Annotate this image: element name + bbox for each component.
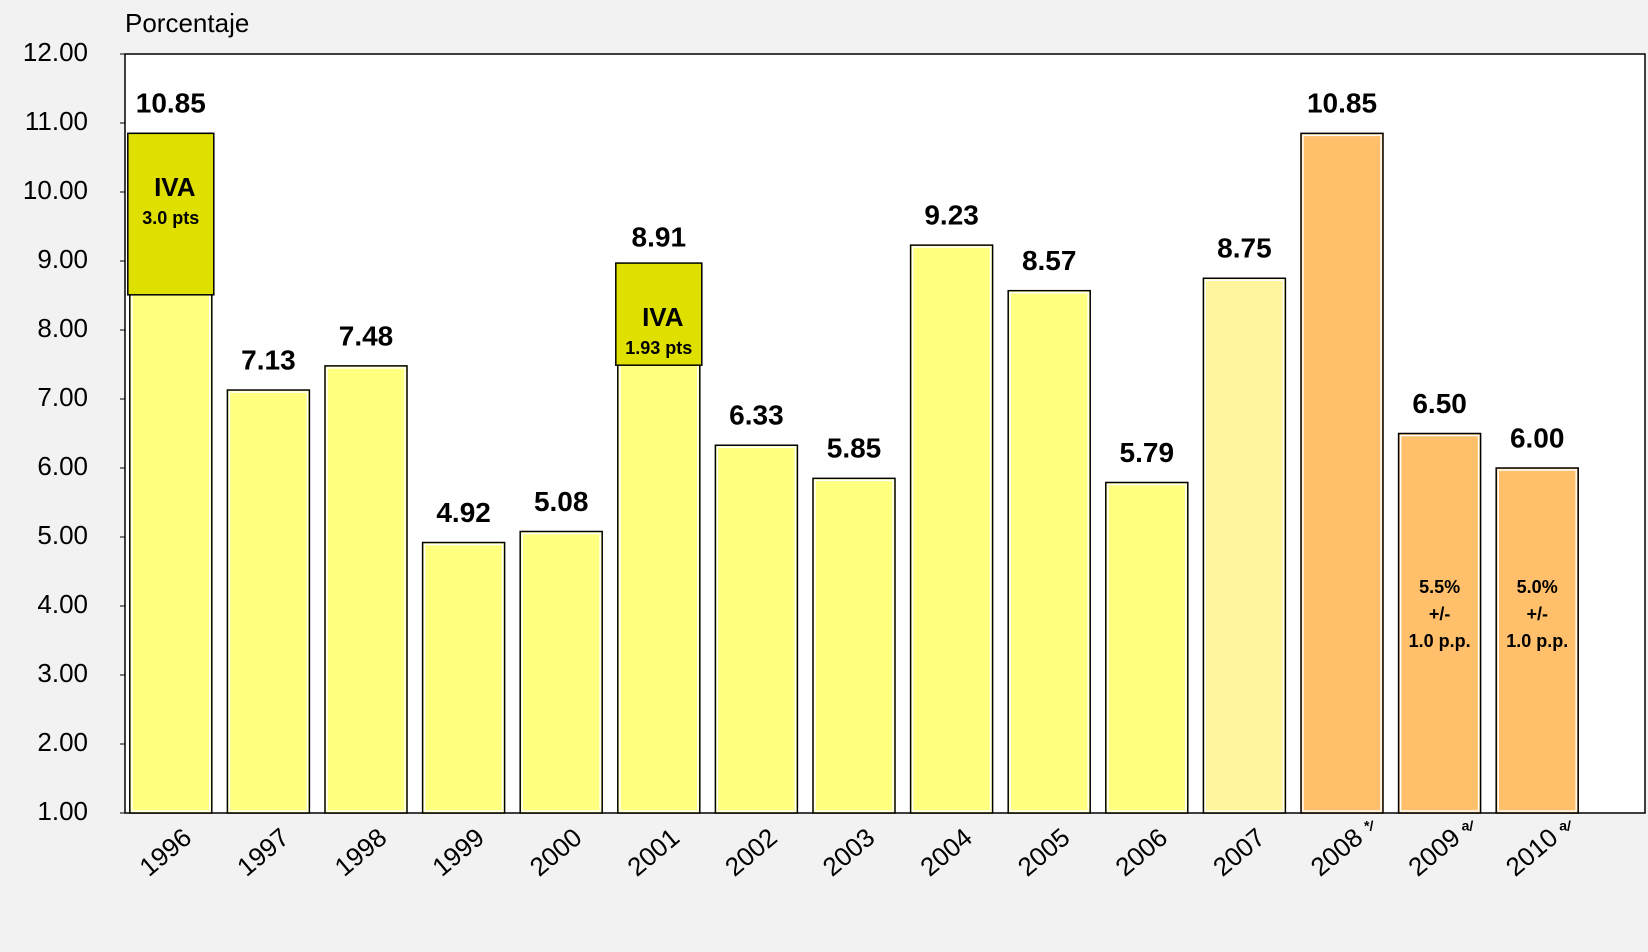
bar bbox=[1397, 432, 1482, 814]
category-note: */ bbox=[1364, 818, 1373, 834]
value-label: 8.75 bbox=[1217, 233, 1272, 264]
highlight-label: IVA bbox=[642, 302, 684, 332]
value-label: 7.13 bbox=[241, 344, 296, 375]
value-label: 9.23 bbox=[924, 200, 979, 231]
value-label: 7.48 bbox=[339, 320, 394, 351]
bar-highlight-edge bbox=[716, 446, 797, 812]
value-label: 5.79 bbox=[1120, 437, 1175, 468]
highlight-box bbox=[615, 262, 703, 366]
value-label: 5.85 bbox=[827, 433, 882, 464]
y-tick-label: 7.00 bbox=[37, 382, 88, 412]
value-label: 10.85 bbox=[136, 88, 206, 119]
highlight-sublabel: 1.93 pts bbox=[625, 338, 692, 358]
bar bbox=[519, 530, 603, 814]
bar bbox=[1495, 467, 1579, 814]
bar bbox=[714, 444, 799, 814]
bar bbox=[1202, 277, 1287, 814]
bar-note: 5.0% bbox=[1517, 577, 1558, 597]
x-tick-label: 1998 bbox=[329, 822, 393, 882]
bar-note: 1.0 p.p. bbox=[1409, 631, 1471, 651]
bar bbox=[421, 541, 506, 814]
y-tick-label: 6.00 bbox=[37, 451, 88, 481]
highlight-box bbox=[127, 132, 215, 296]
bar-note: 1.0 p.p. bbox=[1506, 631, 1568, 651]
bar-highlight-edge bbox=[423, 543, 504, 812]
x-tick-label: 1997 bbox=[231, 822, 295, 882]
value-label: 10.85 bbox=[1307, 88, 1377, 119]
y-tick-label: 1.00 bbox=[37, 796, 88, 826]
bar bbox=[812, 477, 896, 814]
bar bbox=[1007, 289, 1091, 814]
x-tick-label: 2001 bbox=[621, 822, 685, 882]
x-tick-label: 2002 bbox=[719, 822, 783, 882]
y-tick-label: 2.00 bbox=[37, 727, 88, 757]
x-tick-label: 2003 bbox=[817, 822, 881, 882]
bar-highlight-edge bbox=[1497, 469, 1577, 812]
bar-highlight-edge bbox=[1009, 291, 1089, 812]
x-tick-label: 1996 bbox=[133, 822, 197, 882]
y-tick-label: 4.00 bbox=[37, 589, 88, 619]
x-tick-label: 2005 bbox=[1012, 822, 1076, 882]
axis-title: Porcentaje bbox=[125, 8, 249, 38]
bar-highlight-edge bbox=[228, 391, 309, 812]
value-label: 6.50 bbox=[1412, 388, 1467, 419]
value-label: 6.00 bbox=[1510, 422, 1565, 453]
bar-highlight-edge bbox=[1204, 279, 1285, 812]
value-label: 8.91 bbox=[632, 222, 687, 253]
value-label: 5.08 bbox=[534, 486, 589, 517]
bar bbox=[226, 389, 311, 814]
bar-highlight-edge bbox=[1107, 483, 1187, 812]
x-tick-label: 1999 bbox=[426, 822, 490, 882]
bar-highlight-edge bbox=[1302, 134, 1382, 812]
bar bbox=[909, 244, 994, 814]
x-tick-label: 2008 bbox=[1305, 822, 1369, 882]
bar-note: 5.5% bbox=[1419, 577, 1460, 597]
bar bbox=[324, 365, 408, 814]
x-tick-label: 2004 bbox=[914, 822, 978, 882]
value-label: 6.33 bbox=[729, 400, 784, 431]
bar-highlight-edge bbox=[521, 532, 601, 812]
category-note: a/ bbox=[1462, 818, 1474, 834]
value-label: 4.92 bbox=[436, 497, 491, 528]
value-label: 8.57 bbox=[1022, 245, 1077, 276]
y-tick-label: 11.00 bbox=[25, 106, 88, 136]
x-tick-label: 2009 bbox=[1402, 822, 1466, 882]
bar bbox=[1300, 132, 1384, 814]
y-tick-label: 8.00 bbox=[37, 313, 88, 343]
x-tick-label: 2007 bbox=[1207, 822, 1271, 882]
y-tick-label: 5.00 bbox=[37, 520, 88, 550]
y-tick-label: 3.00 bbox=[37, 658, 88, 688]
bar-note: +/- bbox=[1429, 604, 1451, 624]
category-note: a/ bbox=[1559, 818, 1571, 834]
x-tick-label: 2006 bbox=[1109, 822, 1173, 882]
y-tick-label: 12.00 bbox=[23, 37, 88, 67]
highlight-label: IVA bbox=[154, 172, 196, 202]
bar-note: +/- bbox=[1526, 604, 1548, 624]
x-tick-label: 2010 bbox=[1500, 822, 1564, 882]
bar-highlight-edge bbox=[326, 367, 406, 812]
y-tick-label: 9.00 bbox=[37, 244, 88, 274]
x-tick-label: 2000 bbox=[524, 822, 588, 882]
bar-highlight-edge bbox=[814, 479, 894, 812]
y-tick-label: 10.00 bbox=[23, 175, 88, 205]
bar-highlight-edge bbox=[911, 246, 992, 812]
highlight-sublabel: 3.0 pts bbox=[142, 208, 199, 228]
bar bbox=[1105, 481, 1189, 814]
bar-highlight-edge bbox=[1399, 434, 1480, 812]
